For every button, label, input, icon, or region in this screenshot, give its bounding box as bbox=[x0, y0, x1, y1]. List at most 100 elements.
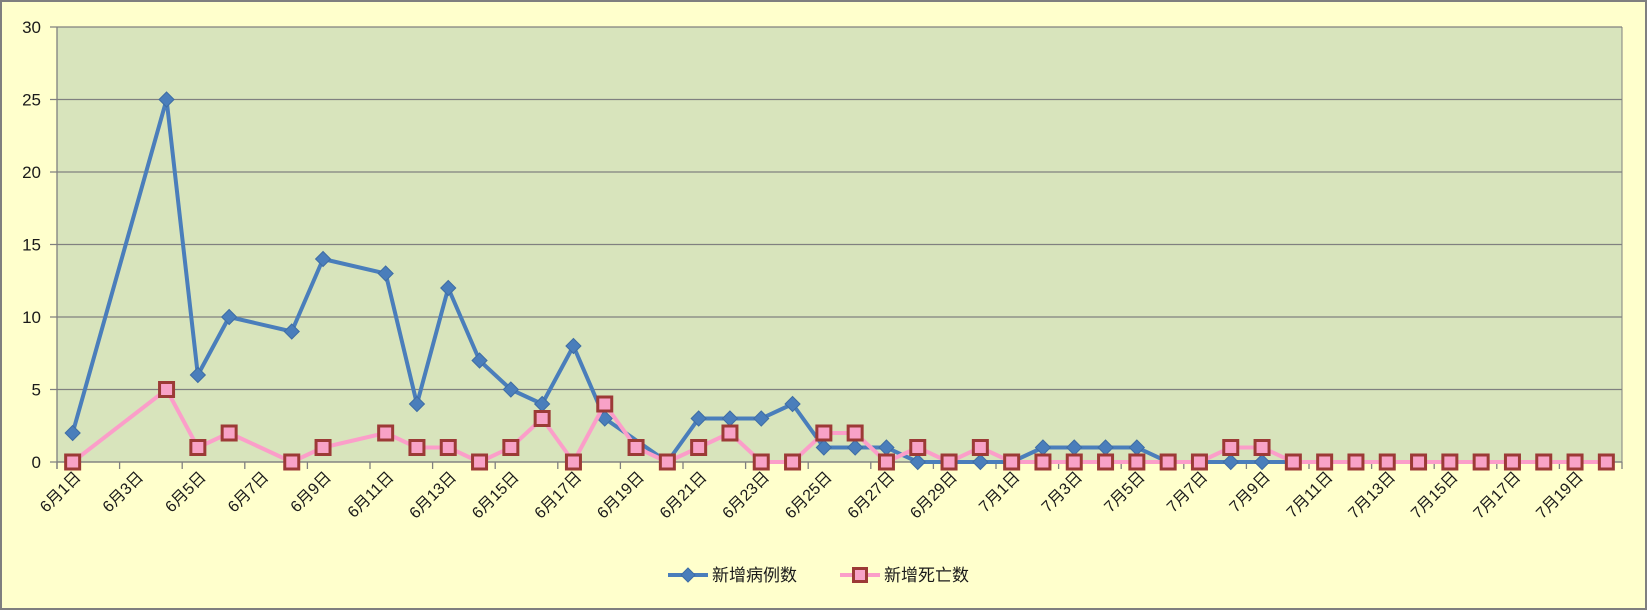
y-tick-label: 5 bbox=[32, 381, 41, 400]
deaths-marker bbox=[658, 453, 676, 471]
deaths-marker bbox=[1347, 453, 1365, 471]
deaths-marker bbox=[1222, 439, 1240, 456]
deaths-marker bbox=[1535, 453, 1553, 471]
y-tick-label: 15 bbox=[22, 236, 41, 255]
deaths-marker bbox=[64, 453, 82, 471]
deaths-marker bbox=[627, 439, 645, 456]
legend-deaths-marker-icon bbox=[852, 567, 868, 583]
x-tick-label: 7月17日 bbox=[1471, 469, 1525, 523]
deaths-marker bbox=[1065, 453, 1083, 471]
x-tick-label: 6月27日 bbox=[845, 469, 899, 523]
deaths-marker bbox=[189, 439, 207, 456]
x-tick-label: 6月29日 bbox=[907, 469, 961, 523]
deaths-marker bbox=[1441, 453, 1459, 471]
deaths-marker bbox=[1472, 453, 1490, 471]
cases-marker bbox=[471, 352, 488, 369]
x-tick-label: 6月19日 bbox=[594, 469, 648, 523]
x-tick-label: 6月25日 bbox=[782, 469, 836, 523]
deaths-marker bbox=[377, 424, 395, 442]
deaths-marker bbox=[533, 410, 551, 427]
deaths-marker bbox=[564, 453, 582, 471]
cases-marker bbox=[690, 410, 707, 427]
deaths-marker bbox=[314, 439, 332, 456]
cases-marker bbox=[189, 366, 207, 384]
deaths-marker bbox=[909, 439, 927, 456]
x-tick-label: 7月7日 bbox=[1164, 469, 1211, 516]
deaths-marker bbox=[283, 453, 301, 471]
deaths-marker bbox=[1034, 453, 1052, 471]
deaths-marker bbox=[1253, 439, 1271, 456]
y-tick-label: 0 bbox=[32, 453, 41, 472]
x-tick-label: 6月21日 bbox=[657, 469, 711, 523]
cases-marker bbox=[283, 323, 300, 340]
cases-marker bbox=[64, 424, 81, 442]
cases-marker bbox=[909, 453, 926, 471]
legend-label-cases: 新增病例数 bbox=[712, 566, 797, 585]
deaths-marker bbox=[408, 439, 426, 456]
x-tick-label: 7月5日 bbox=[1101, 469, 1148, 516]
deaths-marker bbox=[846, 424, 864, 442]
deaths-marker bbox=[1503, 453, 1521, 471]
deaths-marker bbox=[1190, 453, 1208, 471]
x-tick-label: 6月5日 bbox=[162, 469, 209, 516]
deaths-marker bbox=[1128, 453, 1146, 471]
cases-marker bbox=[377, 265, 394, 282]
x-tick-label: 6月15日 bbox=[469, 469, 523, 523]
x-tick-label: 6月23日 bbox=[720, 469, 774, 523]
deaths-marker bbox=[220, 424, 238, 442]
y-tick-label: 25 bbox=[22, 91, 41, 110]
deaths-marker bbox=[690, 439, 708, 456]
x-tick-label: 6月9日 bbox=[288, 469, 335, 516]
cases-marker bbox=[1222, 453, 1239, 471]
x-tick-label: 7月13日 bbox=[1346, 469, 1400, 523]
deaths-marker bbox=[971, 439, 989, 456]
x-tick-label: 7月9日 bbox=[1227, 469, 1274, 516]
x-tick-label: 7月3日 bbox=[1039, 469, 1086, 516]
cases-marker bbox=[972, 453, 989, 471]
cases-marker bbox=[220, 308, 238, 326]
y-tick-label: 30 bbox=[22, 18, 41, 37]
cases-marker bbox=[314, 250, 332, 268]
deaths-marker bbox=[940, 453, 958, 471]
deaths-marker bbox=[1316, 453, 1334, 471]
y-tick-label: 10 bbox=[22, 308, 41, 327]
deaths-marker bbox=[1159, 453, 1177, 471]
legend-cases-marker-icon bbox=[680, 567, 696, 583]
cases-marker bbox=[753, 410, 770, 427]
x-tick-label: 6月11日 bbox=[345, 469, 398, 522]
deaths-marker bbox=[1097, 453, 1115, 471]
deaths-marker bbox=[1378, 453, 1396, 471]
cases-marker bbox=[1253, 453, 1271, 471]
cases-marker bbox=[158, 91, 175, 108]
x-tick-label: 6月13日 bbox=[407, 469, 461, 523]
deaths-marker bbox=[596, 395, 614, 413]
deaths-marker bbox=[439, 439, 457, 456]
cases-marker bbox=[440, 279, 457, 297]
deaths-marker bbox=[752, 453, 770, 471]
deaths-marker bbox=[815, 424, 833, 442]
deaths-marker bbox=[1284, 453, 1302, 471]
deaths-marker bbox=[158, 381, 176, 398]
legend-label-deaths: 新增死亡数 bbox=[884, 566, 969, 585]
x-tick-label: 6月3日 bbox=[100, 469, 147, 516]
deaths-line bbox=[70, 387, 1609, 464]
deaths-marker bbox=[1410, 453, 1428, 471]
deaths-marker bbox=[502, 439, 520, 456]
x-tick-label: 6月17日 bbox=[532, 469, 586, 523]
x-tick-label: 7月11日 bbox=[1284, 469, 1337, 522]
y-tick-label: 20 bbox=[22, 163, 41, 182]
cases-marker bbox=[565, 337, 582, 355]
x-tick-label: 6月7日 bbox=[225, 469, 272, 516]
x-tick-label: 7月1日 bbox=[976, 469, 1023, 516]
cases-marker bbox=[784, 395, 801, 413]
deaths-marker bbox=[784, 453, 802, 471]
cases-marker bbox=[408, 395, 426, 413]
cases-marker bbox=[815, 439, 833, 456]
deaths-marker bbox=[1597, 453, 1615, 471]
deaths-marker bbox=[877, 453, 895, 471]
deaths-marker bbox=[1566, 453, 1584, 471]
x-tick-label: 7月19日 bbox=[1533, 469, 1587, 523]
deaths-marker bbox=[1003, 453, 1021, 471]
